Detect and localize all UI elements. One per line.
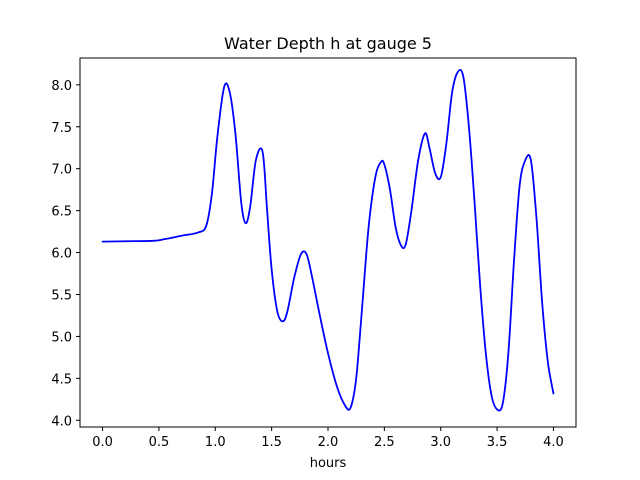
y-axis: 4.0 4.5 5.0 5.5 6.0 6.5 7.0 7.5 8.0 <box>51 79 80 429</box>
x-axis-label: hours <box>310 456 347 471</box>
plot-frame <box>79 57 577 428</box>
y-tick-label: 6.0 <box>51 247 72 262</box>
x-tick-label: 3.5 <box>487 435 508 450</box>
chart-title: Water Depth h at gauge 5 <box>224 34 432 53</box>
y-tick-label: 6.5 <box>51 205 72 220</box>
x-tick-label: 3.0 <box>430 435 451 450</box>
y-tick-label: 8.0 <box>51 79 72 94</box>
x-tick-label: 1.5 <box>261 435 282 450</box>
x-tick-label: 0.0 <box>92 435 113 450</box>
x-tick-label: 1.0 <box>205 435 226 450</box>
y-tick-label: 7.0 <box>51 163 72 178</box>
series-line <box>101 68 555 412</box>
x-axis: 0.0 0.5 1.0 1.5 2.0 2.5 3.0 3.5 4.0 <box>92 427 564 450</box>
x-tick-label: 4.0 <box>543 435 564 450</box>
x-tick-label: 2.0 <box>318 435 339 450</box>
y-tick-label: 5.0 <box>51 330 72 345</box>
y-tick-label: 7.5 <box>51 121 72 136</box>
y-tick-label: 5.5 <box>51 288 72 303</box>
y-tick-label: 4.0 <box>51 414 72 429</box>
x-tick-label: 2.5 <box>374 435 395 450</box>
y-tick-label: 4.5 <box>51 372 72 387</box>
x-tick-label: 0.5 <box>149 435 170 450</box>
